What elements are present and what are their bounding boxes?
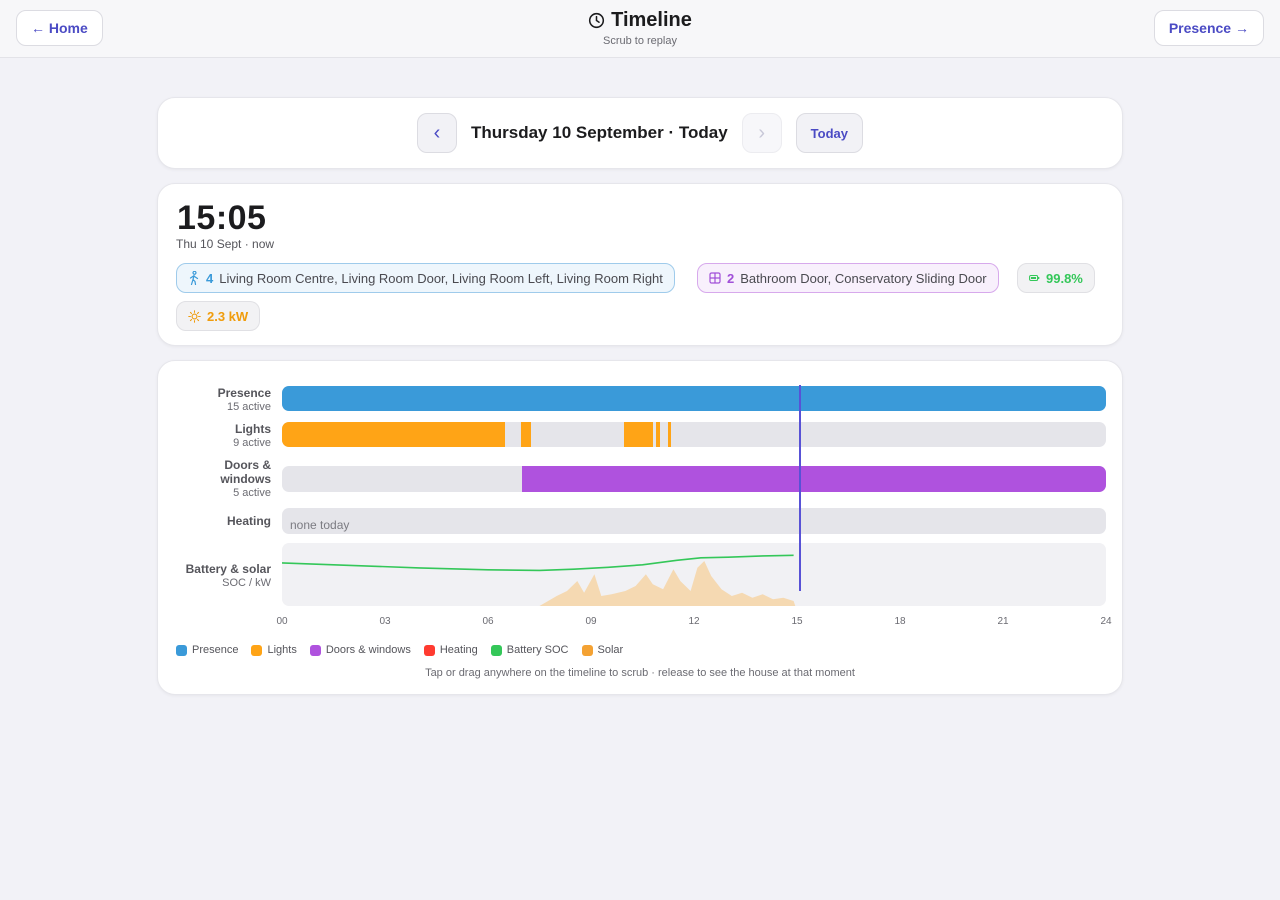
window-icon [709, 272, 721, 284]
lights-track[interactable] [282, 422, 1106, 447]
presence-track[interactable] [282, 386, 1106, 411]
hour-tick-label: 24 [1100, 616, 1112, 627]
legend-swatch [581, 644, 593, 656]
presence-segment[interactable] [282, 386, 1106, 411]
legend-item: Lights [251, 644, 297, 656]
legend-label: Doors & windows [325, 644, 411, 656]
solar-area [539, 561, 796, 606]
hour-tick-label: 09 [585, 616, 597, 627]
lights-segment[interactable] [623, 422, 653, 447]
solar-chip[interactable]: 2.3 kW [176, 301, 261, 331]
lights-segment[interactable] [520, 422, 531, 447]
legend-label: Solar [597, 644, 624, 656]
timeline-cursor[interactable] [799, 385, 801, 591]
current-time-subtitle: Thu 10 Sept · now [176, 237, 275, 251]
battery-solar-track[interactable] [282, 543, 1106, 606]
hour-tick-label: 18 [894, 616, 906, 627]
lights-segment[interactable] [282, 422, 506, 447]
row-label-lights: Lights 9 active [233, 422, 271, 449]
battery-icon [1029, 274, 1040, 282]
legend-swatch [251, 644, 263, 656]
page-title-row: Timeline [588, 9, 692, 32]
doors-chip[interactable]: 2 Bathroom Door, Conservatory Sliding Do… [697, 263, 999, 293]
battery-soc-line [282, 554, 794, 572]
legend-swatch [423, 644, 435, 656]
status-card: 15:05 Thu 10 Sept · now 4 Living Room Ce… [157, 183, 1123, 346]
legend-swatch [490, 644, 502, 656]
legend-label: Presence [192, 644, 239, 656]
home-button[interactable]: ← Home [16, 10, 103, 46]
solar-value: 2.3 kW [207, 308, 249, 324]
walking-person-icon [188, 271, 200, 285]
lights-segment[interactable] [668, 422, 671, 447]
timeline-card: Presence 15 active Lights 9 active Doors… [157, 360, 1123, 695]
presence-chip[interactable]: 4 Living Room Centre, Living Room Door, … [176, 263, 675, 293]
row-label-doors: Doors & windows 5 active [220, 458, 271, 499]
legend-item: Doors & windows [309, 644, 411, 656]
hour-tick-label: 00 [276, 616, 288, 627]
legend-item: Solar [581, 644, 624, 656]
presence-button[interactable]: Presence → [1153, 10, 1264, 46]
next-day-button[interactable]: › [741, 113, 782, 153]
heating-empty-label: none today [290, 518, 350, 532]
page-subtitle: Scrub to replay [603, 35, 677, 47]
presence-count: 4 [206, 270, 214, 286]
legend-item: Heating [423, 644, 478, 656]
row-label-presence: Presence 15 active [217, 386, 271, 413]
legend-label: Lights [267, 644, 297, 656]
lights-segment[interactable] [656, 422, 660, 447]
legend-label: Battery SOC [506, 644, 569, 656]
legend-swatch [176, 644, 187, 656]
row-label-battery-solar: Battery & solar SOC / kW [185, 562, 271, 589]
date-label: Thursday 10 September · Today [471, 123, 728, 142]
clock-icon [588, 12, 605, 29]
legend-item: Presence [176, 644, 238, 656]
doors-count: 2 [727, 270, 735, 286]
doors-names: Bathroom Door, Conservatory Sliding Door [740, 270, 987, 286]
doors-segment[interactable] [522, 466, 1106, 492]
legend-swatch [309, 644, 321, 656]
scrub-hint: Tap or drag anywhere on the timeline to … [425, 667, 855, 679]
date-nav-card: ‹ Thursday 10 September · Today › Today [157, 97, 1123, 169]
doors-track[interactable] [282, 466, 1106, 492]
page-title: Timeline [611, 9, 692, 31]
legend: Presence Lights Doors & windows Heating Batt… [176, 644, 623, 656]
presence-rooms: Living Room Centre, Living Room Door, Li… [219, 270, 663, 286]
today-button[interactable]: Today [795, 113, 863, 153]
top-bar: ← Home Timeline Scrub to replay Presence… [0, 0, 1280, 58]
sun-icon [188, 309, 201, 323]
row-label-heating: Heating [226, 514, 271, 528]
current-time: 15:05 [177, 199, 267, 237]
previous-day-button[interactable]: ‹ [417, 113, 457, 153]
hour-tick-label: 12 [688, 616, 700, 627]
battery-chip[interactable]: 99.8% [1017, 263, 1095, 293]
heating-track[interactable]: none today [282, 508, 1106, 534]
legend-item: Battery SOC [490, 644, 569, 656]
hour-tick-label: 03 [379, 616, 391, 627]
hour-tick-label: 21 [997, 616, 1009, 627]
hour-tick-label: 15 [791, 616, 803, 627]
legend-label: Heating [439, 644, 478, 656]
title-block: Timeline Scrub to replay [0, 9, 1280, 47]
battery-value: 99.8% [1046, 270, 1083, 286]
energy-chart [282, 554, 796, 606]
hour-tick-label: 06 [482, 616, 494, 627]
